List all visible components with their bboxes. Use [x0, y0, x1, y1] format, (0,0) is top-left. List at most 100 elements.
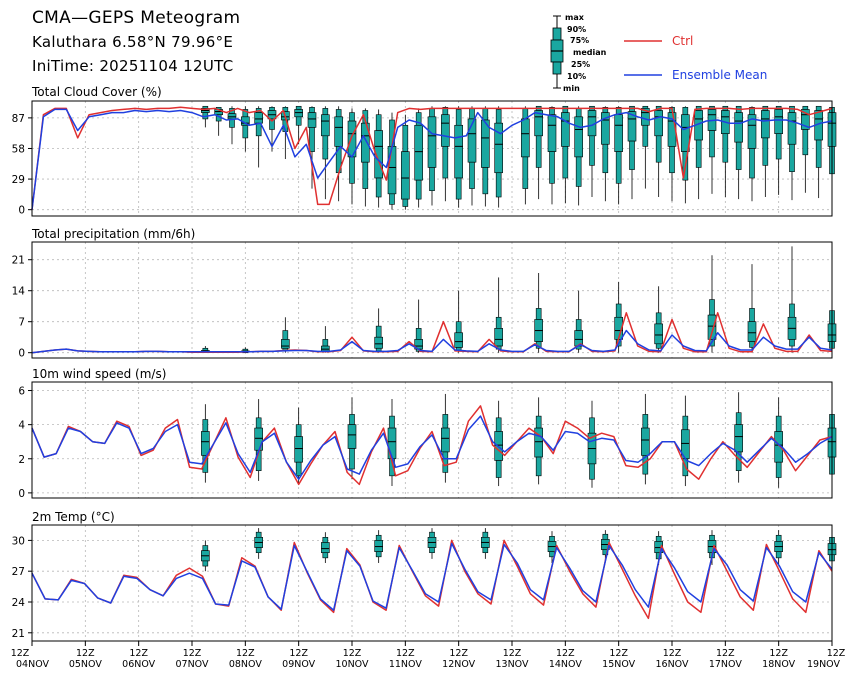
box-lower-tail	[775, 461, 782, 478]
box-upper-tail	[269, 107, 275, 111]
box-lower-tail	[629, 140, 635, 170]
box-lower-tail	[749, 148, 755, 179]
legend-90-75-box	[552, 27, 562, 41]
legend-series-key: Ctrl Ensemble Mean	[624, 34, 767, 82]
ensemble-mean-line	[31, 415, 833, 480]
ensemble-box	[441, 106, 450, 202]
box-upper-tail	[789, 303, 795, 318]
box-upper-tail	[482, 108, 489, 121]
ensemble-box	[747, 106, 757, 202]
ensemble-box	[787, 246, 797, 353]
x-tick-time: 12Z	[663, 648, 682, 659]
ensemble-box	[441, 393, 450, 483]
panel-2: Total precipitation (mm/6h) 0 7 14 21	[12, 227, 837, 360]
box-upper-tail	[535, 415, 542, 429]
x-tick-time: 12Z	[129, 648, 148, 659]
ensemble-box	[627, 105, 637, 200]
box-lower-tail	[389, 193, 395, 205]
box-iqr	[734, 112, 743, 143]
box-iqr	[374, 336, 383, 349]
x-tick-date: 12NOV	[442, 659, 476, 670]
y-tick-label: 29	[12, 174, 25, 186]
x-tick-date: 15NOV	[602, 659, 636, 670]
ensemble-box	[321, 326, 330, 353]
legend-label-10: 10%	[567, 72, 586, 81]
box-upper-tail	[429, 531, 435, 538]
box-upper-tail	[375, 325, 382, 338]
ensemble-box	[814, 105, 823, 199]
ensemble-box	[734, 392, 743, 483]
ensemble-box	[374, 530, 383, 563]
box-upper-tail	[255, 417, 262, 429]
box-upper-tail	[815, 105, 822, 111]
box-upper-tail	[375, 114, 382, 131]
x-tick-time: 12Z	[76, 648, 95, 659]
ensemble-box	[281, 317, 290, 353]
box-upper-tail	[615, 303, 622, 318]
box-iqr	[401, 151, 410, 200]
ensemble-box	[641, 105, 650, 189]
box-iqr	[641, 427, 650, 456]
y-tick-label: 6	[18, 386, 25, 398]
box-lower-tail	[589, 463, 595, 480]
box-upper-tail	[482, 531, 489, 538]
ensemble-box	[721, 105, 730, 198]
legend-label-75: 75%	[570, 36, 589, 45]
box-lower-tail	[402, 198, 409, 207]
box-iqr	[227, 113, 237, 120]
box-iqr	[254, 112, 263, 124]
y-tick-label: 0	[18, 488, 25, 500]
box-upper-tail	[202, 347, 209, 351]
box-iqr	[614, 114, 623, 152]
box-upper-tail	[775, 415, 782, 432]
y-tick-label: 30	[12, 535, 25, 547]
ensemble-box	[641, 393, 650, 485]
box-lower-tail	[522, 156, 529, 189]
y-tick-label: 58	[12, 143, 25, 155]
x-tick-date: 19NOV	[807, 659, 841, 670]
box-lower-tail	[202, 455, 209, 473]
ensemble-box	[614, 106, 623, 205]
box-lower-tail	[549, 151, 555, 184]
panel-4: 2m Temp (°C) 21 24 27 30	[12, 510, 837, 642]
legend-25-10-box	[552, 61, 562, 75]
panels-layer: Total Cloud Cover (%) 0 29 58 87 Total precip…	[12, 85, 837, 642]
box-lower-tail	[202, 560, 209, 567]
box-iqr	[441, 427, 450, 453]
y-tick-label: 0	[18, 205, 25, 217]
ensemble-mean-line	[31, 542, 833, 611]
panel-title: Total Cloud Cover (%)	[31, 85, 162, 99]
ensemble-mean-line	[31, 329, 833, 354]
box-upper-tail	[589, 417, 595, 434]
legend-label-max: max	[565, 13, 585, 22]
ensemble-box	[201, 404, 210, 483]
box-upper-tail	[455, 109, 462, 126]
box-lower-tail	[322, 552, 329, 559]
box-lower-tail	[429, 547, 435, 554]
ensemble-box	[241, 106, 250, 152]
x-tick-date: 06NOV	[122, 659, 156, 670]
ensemble-box	[267, 106, 277, 152]
box-lower-tail	[349, 448, 355, 470]
x-tick-date: 04NOV	[16, 659, 50, 670]
box-iqr	[454, 332, 463, 348]
y-tick-label: 27	[12, 566, 25, 578]
box-lower-tail	[349, 156, 355, 184]
ensemble-box	[614, 281, 623, 353]
box-lower-tail	[602, 143, 609, 174]
x-tick-date: 17NOV	[709, 659, 743, 670]
ensemble-box	[427, 528, 437, 559]
box-iqr	[561, 112, 570, 147]
ensemble-box	[294, 105, 303, 145]
x-tick-time: 12Z	[503, 648, 522, 659]
ensemble-mean-line	[31, 108, 833, 210]
box-upper-tail	[575, 108, 582, 118]
box-lower-tail	[562, 146, 569, 179]
x-tick-time: 12Z	[556, 648, 575, 659]
ensemble-box	[561, 105, 570, 204]
box-iqr	[747, 321, 757, 342]
box-lower-tail	[295, 461, 302, 477]
y-tick-label: 4	[18, 420, 25, 432]
box-iqr	[654, 110, 663, 137]
